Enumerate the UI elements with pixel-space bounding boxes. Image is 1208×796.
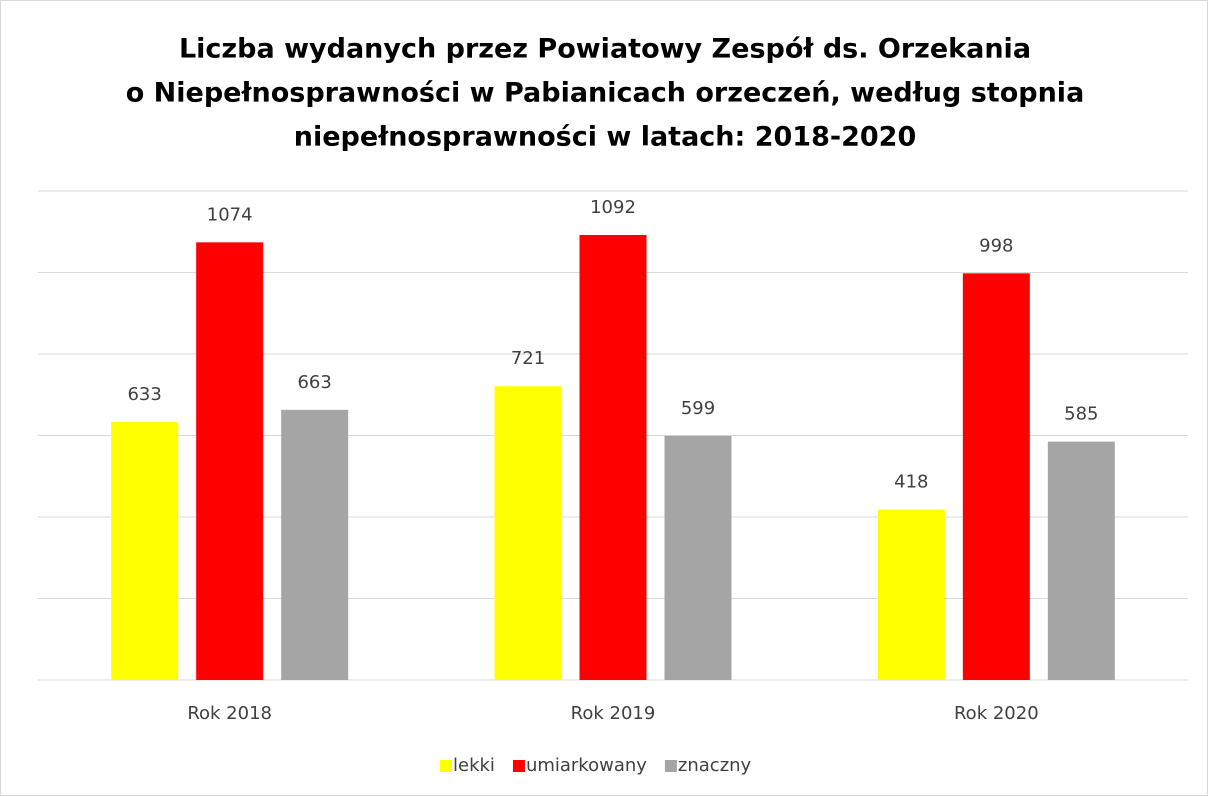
bar	[877, 509, 945, 680]
value-label: 1074	[207, 204, 253, 225]
value-label: 585	[1064, 404, 1098, 425]
legend-swatch	[664, 760, 677, 772]
legend-label: umiarkowany	[526, 755, 647, 776]
legend-swatch	[512, 760, 525, 772]
value-label: 599	[681, 398, 715, 419]
chart-title: o Niepełnosprawności w Pabianicach orzec…	[126, 78, 1085, 109]
value-label: 418	[894, 472, 928, 493]
bar	[664, 435, 732, 680]
bar	[494, 386, 562, 680]
value-label: 721	[511, 348, 545, 369]
legend-swatch	[440, 760, 452, 772]
x-tick-label: Rok 2018	[187, 703, 272, 724]
value-label: 663	[297, 372, 331, 393]
value-label: 1092	[590, 197, 636, 218]
legend-label: znaczny	[678, 755, 752, 776]
bar	[281, 409, 349, 680]
x-tick-label: Rok 2019	[571, 703, 656, 724]
chart-title: Liczba wydanych przez Powiatowy Zespół d…	[179, 34, 1031, 65]
value-label: 633	[127, 384, 161, 405]
bar	[579, 235, 647, 680]
bar	[196, 242, 264, 680]
legend-label: lekki	[453, 755, 495, 776]
bar	[1047, 441, 1115, 680]
x-tick-label: Rok 2020	[954, 703, 1039, 724]
value-label: 998	[979, 235, 1013, 256]
chart-title: niepełnosprawności w latach: 2018-2020	[294, 122, 916, 153]
bar	[111, 422, 179, 680]
bar	[962, 273, 1030, 680]
